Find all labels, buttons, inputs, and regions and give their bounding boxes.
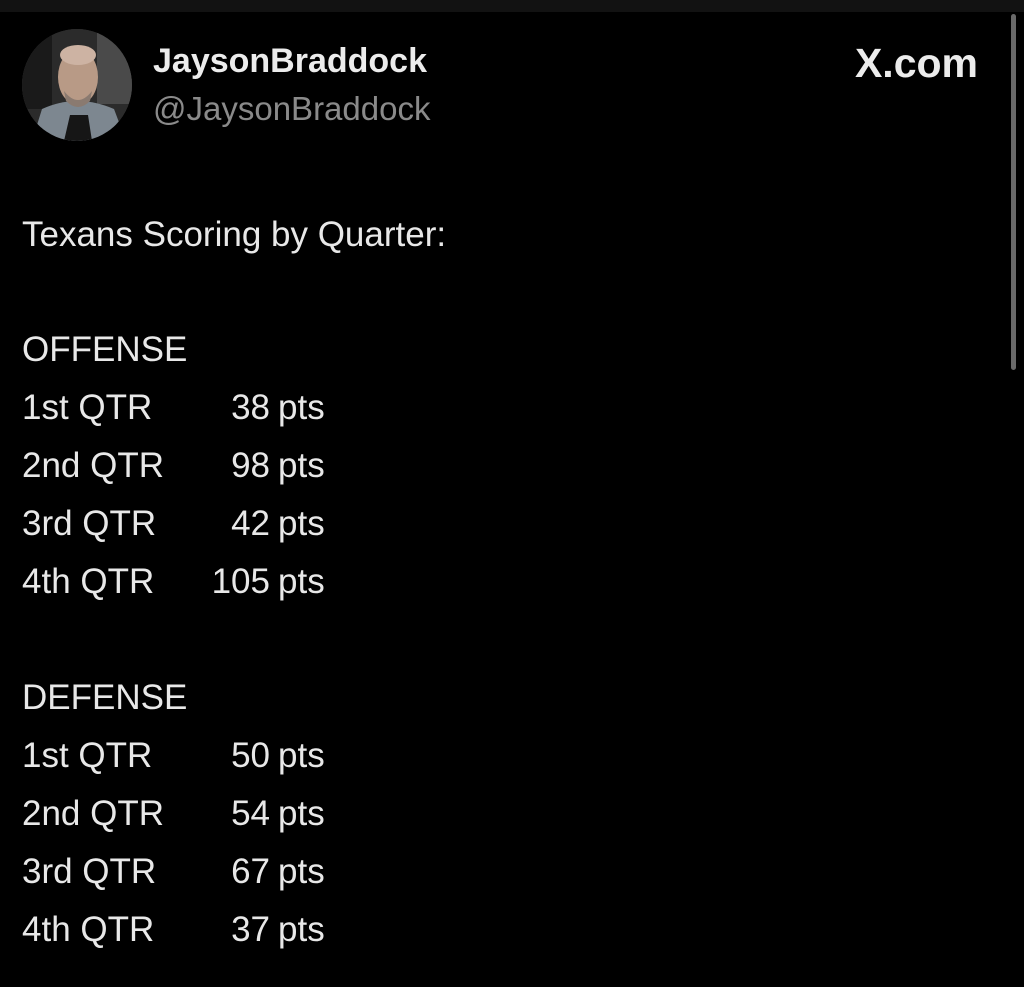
quarter-label: 4th QTR <box>22 562 155 601</box>
tweet-title: Texans Scoring by Quarter: <box>22 215 447 254</box>
defense-row: 4th QTR 37 pts <box>22 910 522 950</box>
quarter-label: 1st QTR <box>22 388 153 427</box>
offense-row: 3rd QTR 42 pts <box>22 504 522 544</box>
user-handle[interactable]: @JaysonBraddock <box>153 90 431 127</box>
points-value: 37 <box>231 910 270 949</box>
offense-row: 2nd QTR 98 pts <box>22 446 522 486</box>
points-unit: pts <box>278 388 325 427</box>
points-value: 54 <box>231 794 270 833</box>
offense-heading: OFFENSE <box>22 330 188 369</box>
quarter-label: 4th QTR <box>22 910 155 949</box>
points-unit: pts <box>278 794 325 833</box>
defense-row: 3rd QTR 67 pts <box>22 852 522 892</box>
defense-row: 1st QTR 50 pts <box>22 736 522 776</box>
points-unit: pts <box>278 736 325 775</box>
quarter-label: 3rd QTR <box>22 852 157 891</box>
quarter-label: 2nd QTR <box>22 446 164 485</box>
avatar-photo-icon <box>22 29 132 141</box>
points-value: 98 <box>231 446 270 485</box>
points-unit: pts <box>278 910 325 949</box>
scrollbar[interactable] <box>1011 14 1016 370</box>
avatar[interactable] <box>22 29 132 141</box>
offense-row: 1st QTR 38 pts <box>22 388 522 428</box>
quarter-label: 3rd QTR <box>22 504 157 543</box>
quarter-label: 2nd QTR <box>22 794 164 833</box>
points-value: 50 <box>231 736 270 775</box>
points-unit: pts <box>278 504 325 543</box>
points-unit: pts <box>278 562 325 601</box>
x-logo-site-label: X.com <box>854 40 978 86</box>
offense-row: 4th QTR 105 pts <box>22 562 522 602</box>
quarter-label: 1st QTR <box>22 736 153 775</box>
points-unit: pts <box>278 852 325 891</box>
points-value: 38 <box>231 388 270 427</box>
top-bar <box>0 0 1024 12</box>
points-value: 42 <box>231 504 270 543</box>
points-value: 67 <box>231 852 270 891</box>
points-value: 105 <box>211 562 270 601</box>
defense-heading: DEFENSE <box>22 678 188 717</box>
display-name[interactable]: JaysonBraddock <box>153 42 427 80</box>
defense-row: 2nd QTR 54 pts <box>22 794 522 834</box>
points-unit: pts <box>278 446 325 485</box>
